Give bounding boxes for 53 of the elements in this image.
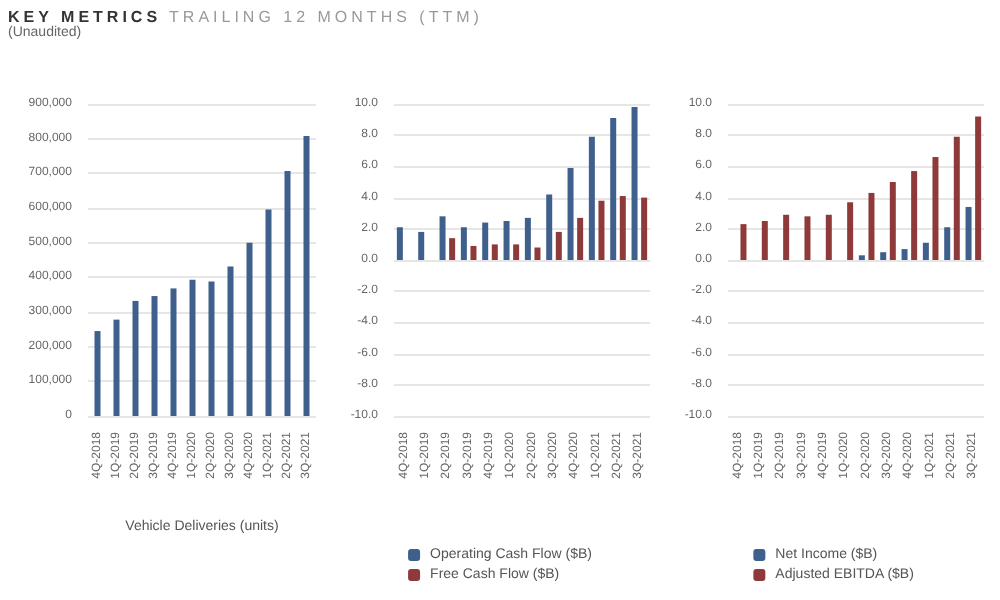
bar [439, 216, 446, 260]
bar [524, 217, 531, 260]
bar [94, 331, 101, 416]
bar [449, 238, 456, 260]
bar [911, 171, 918, 260]
bar [944, 227, 951, 260]
bar [246, 242, 253, 416]
bar [922, 242, 929, 260]
bar [975, 116, 982, 260]
bar [151, 296, 158, 416]
bar [889, 182, 896, 260]
bar [503, 221, 510, 260]
bar [555, 231, 562, 260]
bar [170, 288, 177, 416]
bar [932, 157, 939, 260]
bar [303, 135, 310, 416]
bar [460, 227, 467, 260]
chart-subtitle: TRAILING 12 MONTHS (TTM) [169, 8, 483, 26]
bar [208, 281, 215, 416]
bar [868, 192, 875, 260]
bar [482, 222, 489, 260]
bar [825, 214, 832, 260]
bar [953, 136, 960, 260]
bar [598, 200, 605, 260]
bar [740, 224, 747, 260]
bar [588, 136, 595, 260]
bar [534, 247, 541, 260]
bar [619, 196, 626, 260]
bar [577, 217, 584, 260]
bar [132, 300, 139, 416]
bar [189, 279, 196, 416]
bar [761, 221, 768, 260]
bar [227, 266, 234, 416]
bar [880, 252, 887, 260]
bar [631, 107, 638, 260]
bar [113, 319, 120, 416]
bar [513, 244, 520, 260]
bar [567, 167, 574, 260]
bar [783, 214, 790, 260]
bar [470, 245, 477, 260]
bar [546, 194, 553, 260]
bar [804, 216, 811, 260]
bar [641, 197, 648, 260]
bar [847, 202, 854, 260]
bar [396, 227, 403, 260]
bar [418, 231, 425, 260]
bar [284, 170, 291, 416]
bar [901, 249, 908, 260]
bar [491, 244, 498, 260]
bar [610, 118, 617, 260]
bar [965, 206, 972, 260]
chart-title: KEY METRICS [8, 8, 162, 26]
bar [265, 209, 272, 416]
